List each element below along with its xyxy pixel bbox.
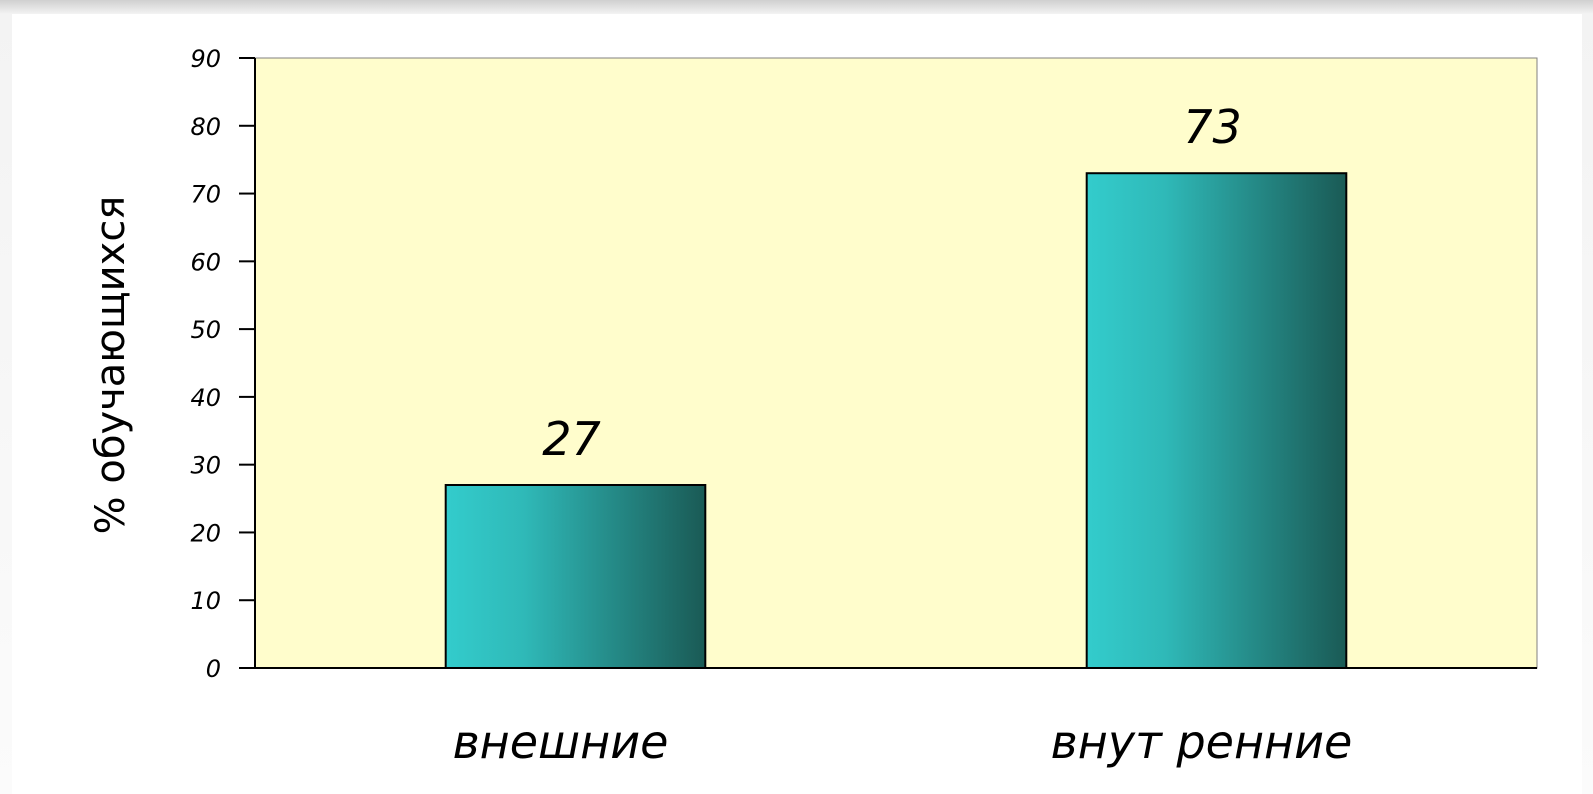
bar (1085, 172, 1348, 669)
bars (444, 172, 1348, 669)
bar (444, 484, 707, 669)
y-tick-label: 90 (190, 45, 221, 73)
y-tick-label: 30 (190, 452, 221, 480)
y-tick-label: 60 (190, 248, 221, 276)
y-tick-label: 0 (206, 655, 221, 683)
x-tick-label: внешние (453, 715, 669, 769)
x-tick-label: внут ренние (1051, 715, 1353, 769)
y-tick-label: 50 (190, 316, 221, 344)
y-tick-label: 10 (190, 587, 221, 615)
y-axis-title: % обучающихся (88, 196, 134, 535)
x-axis-categories: внешние внут ренние (453, 715, 1353, 769)
data-labels: 27 73 (542, 100, 1242, 466)
data-label: 73 (1183, 100, 1242, 154)
y-tick-label: 70 (190, 181, 221, 209)
data-label: 27 (542, 412, 601, 466)
y-tick-label: 40 (190, 384, 221, 412)
y-tick-label: 80 (190, 113, 221, 141)
y-tick-label: 20 (190, 519, 221, 547)
